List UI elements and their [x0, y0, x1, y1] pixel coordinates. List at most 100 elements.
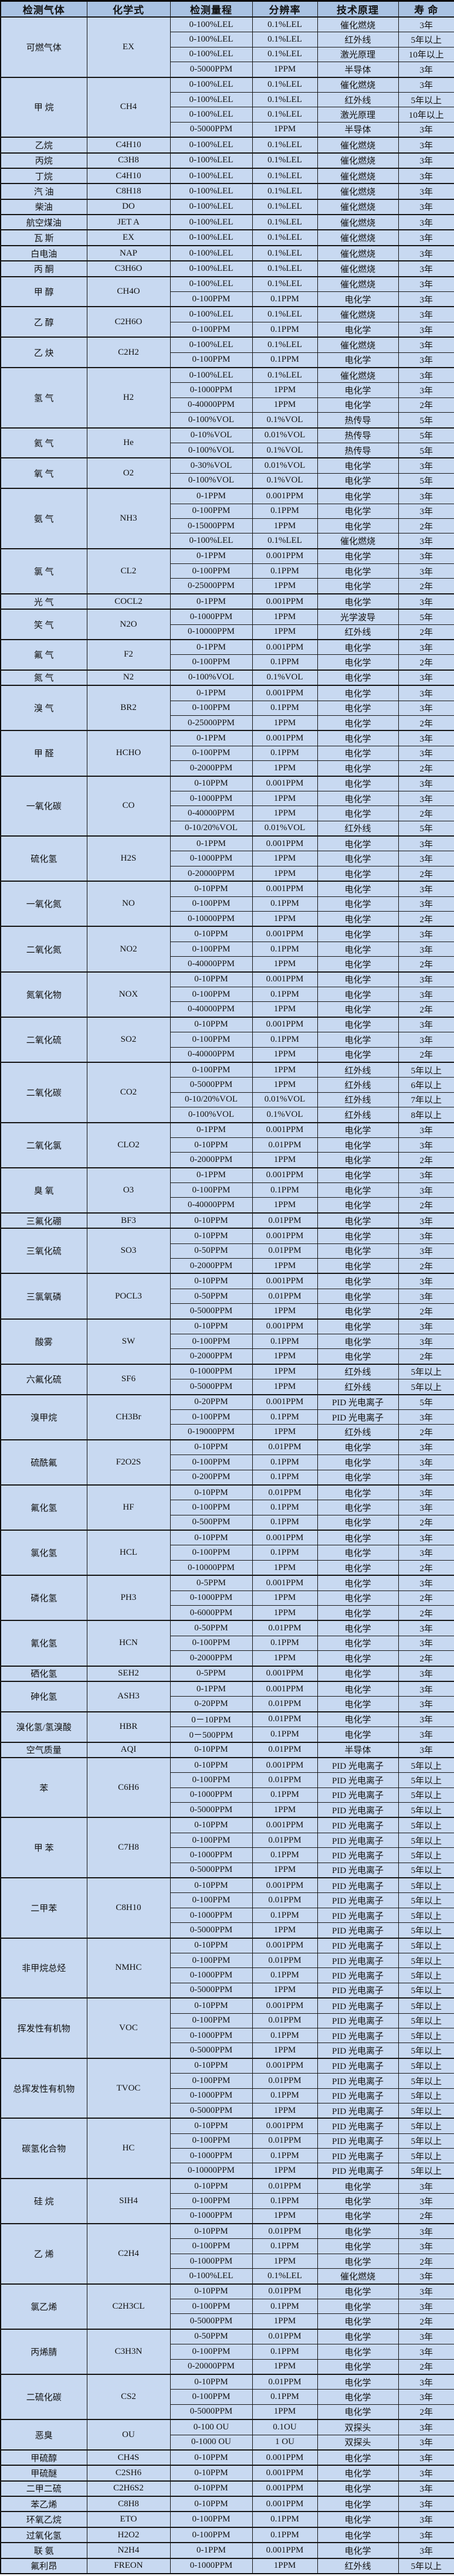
- lifespan-cell: 3年: [398, 986, 454, 1002]
- resolution-cell: 0.1PPM: [252, 2298, 318, 2315]
- lifespan-cell: 5年以上: [398, 1952, 454, 1969]
- range-cell: 0-100PPM: [170, 2073, 253, 2089]
- lifespan-cell: 8年以上: [398, 1107, 454, 1123]
- chemical-formula-cell: ETO: [86, 2511, 171, 2528]
- principle-cell: 电化学: [317, 563, 399, 579]
- lifespan-cell: 3年: [398, 1665, 454, 1682]
- gas-name-cell: 六氟化硫: [0, 1363, 87, 1395]
- gas-name-cell: 氧 气: [0, 457, 87, 489]
- range-cell: 0-5000PPM: [170, 121, 253, 138]
- lifespan-cell: 3年: [398, 851, 454, 866]
- col-header-principle: 技术原理: [317, 1, 399, 18]
- lifespan-cell: 3年: [398, 16, 454, 33]
- lifespan-cell: 3年: [398, 1696, 454, 1712]
- table-row: 二甲二硫 C2H6S2 0-10PPM 0.001PPM 电化学 3年: [0, 2480, 454, 2497]
- resolution-cell: 1PPM: [252, 2253, 318, 2269]
- resolution-cell: 0.01PPM: [252, 2223, 318, 2239]
- table-row: 0-100%VOL 0.1%VOL 热传导 5年: [1, 442, 454, 458]
- lifespan-cell: 2年: [398, 654, 454, 671]
- chemical-formula-cell: CH4S: [86, 2449, 171, 2466]
- principle-cell: 电化学: [317, 1212, 399, 1229]
- table-row: 白电油 NAP 0-100%LEL 0.1%LEL 催化燃烧 3年: [0, 244, 454, 261]
- table-row: 甲 苯 C7H8 0-10PPM 0.001PPM PID 光电离子 5年以上: [0, 1817, 454, 1878]
- resolution-cell: 1PPM: [252, 1061, 318, 1078]
- range-cell: 0-10/20%VOL: [170, 820, 253, 837]
- lifespan-cell: 2年: [398, 1197, 454, 1214]
- table-row: 0-2000PPM 1PPM 电化学 2年: [1, 1258, 454, 1274]
- gas-name-cell: 硒化氢: [0, 1665, 87, 1682]
- chemical-formula-cell: C2SH6: [86, 2465, 171, 2482]
- gas-name-cell: 空气质量: [0, 1741, 87, 1758]
- table-row: 0-100%VOL 0.1%VOL 电化学 5年: [1, 473, 454, 489]
- resolution-cell: 1PPM: [252, 1559, 318, 1576]
- resolution-cell: 0.1%LEL: [252, 276, 318, 293]
- principle-cell: 红外线: [317, 32, 399, 47]
- table-row: 氯 气 CL2 0-1PPM 0.001PPM 电化学 3年: [0, 548, 454, 594]
- chemical-formula-cell: C4H10: [86, 167, 171, 184]
- range-cell: 0-19000PPM: [170, 1424, 253, 1440]
- resolution-cell: 0.001PPM: [252, 1937, 318, 1953]
- range-cell: 0-1PPM: [170, 685, 253, 701]
- range-cell: 0-100PPM: [170, 1772, 253, 1788]
- table-row: 0-25000PPM 1PPM 电化学 2年: [1, 578, 454, 594]
- range-cell: 0-100PPM: [170, 2389, 253, 2405]
- gas-name-cell: 三氯氧磷: [0, 1273, 87, 1320]
- resolution-cell: 0.1PPM: [252, 2088, 318, 2103]
- range-cell: 0-10000PPM: [170, 1559, 253, 1576]
- lifespan-cell: 3年: [398, 835, 454, 852]
- principle-cell: 双探头: [317, 2419, 399, 2435]
- principle-cell: 电化学: [317, 1620, 399, 1636]
- resolution-cell: 1 OU: [252, 2434, 318, 2451]
- principle-cell: 电化学: [317, 1696, 399, 1712]
- range-cell: 0-1000PPM: [170, 790, 253, 807]
- range-cell: 0-1000PPM: [170, 2148, 253, 2164]
- resolution-cell: 0.001PPM: [252, 1665, 318, 1682]
- resolution-cell: 0.01PPM: [252, 2283, 318, 2299]
- range-cell: 0-100PPM: [170, 563, 253, 579]
- table-row: 0-100PPM 0.1PPM 电化学 3年: [1, 2389, 454, 2405]
- chemical-formula-cell: C4H10: [86, 137, 171, 154]
- table-row: 0-1000PPM 0.1PPM PID 光电离子 5年以上: [1, 1967, 454, 1983]
- table-row: 0-200PPM 0.1PPM 电化学 3年: [1, 1469, 454, 1486]
- resolution-cell: 1PPM: [252, 609, 318, 625]
- principle-cell: PID 光电离子: [317, 1937, 399, 1953]
- table-row: 0-10000PPM 1PPM 电化学 2年: [1, 911, 454, 927]
- lifespan-cell: 3年: [398, 152, 454, 169]
- gas-name-cell: 二氧化氯: [0, 1122, 87, 1168]
- gas-name-cell: 酸雾: [0, 1318, 87, 1365]
- principle-cell: PID 光电离子: [317, 2102, 399, 2119]
- resolution-cell: 1PPM: [252, 62, 318, 78]
- gas-name-cell: 氮 气: [0, 669, 87, 686]
- resolution-cell: 0.01%VOL: [252, 427, 318, 443]
- lifespan-cell: 2年: [398, 1348, 454, 1365]
- range-cell: 0-100%LEL: [170, 167, 253, 184]
- gas-name-cell: 溴化氢/氢溴酸: [0, 1711, 87, 1743]
- resolution-cell: 0.001PPM: [252, 1530, 318, 1546]
- chemical-formula-cell: CO2: [86, 1061, 171, 1123]
- lifespan-cell: 3年: [398, 2389, 454, 2405]
- table-row: 氯化氢 HCL 0-10PPM 0.001PPM 电化学 3年: [0, 1530, 454, 1576]
- resolution-cell: 0.1PPM: [252, 1409, 318, 1425]
- resolution-cell: 0.1%VOL: [252, 412, 318, 429]
- resolution-cell: 0.1%LEL: [252, 167, 318, 184]
- table-row: 0-100PPM 0.1PPM 电化学 3年: [1, 1454, 454, 1470]
- table-row: 0-1000PPM 1PPM 电化学 3年: [1, 790, 454, 807]
- principle-cell: 热传导: [317, 427, 399, 443]
- table-row: 0-100PPM 0.1PPM 电化学 3年: [1, 563, 454, 579]
- range-cell: 0-10PPM: [170, 2373, 253, 2390]
- lifespan-cell: 3年: [398, 896, 454, 912]
- range-cell: 0-6000PPM: [170, 1605, 253, 1621]
- principle-cell: 电化学: [317, 1228, 399, 1244]
- table-row: 挥发性有机物 VOC 0-10PPM 0.001PPM PID 光电离子 5年以上: [0, 1997, 454, 2059]
- resolution-cell: 0.1%LEL: [252, 2268, 318, 2285]
- range-cell: 0-100PPM: [170, 1832, 253, 1848]
- resolution-cell: 0.01PPM: [252, 2073, 318, 2089]
- range-cell: 0-100%VOL: [170, 473, 253, 489]
- resolution-cell: 0.001PPM: [252, 2118, 318, 2134]
- resolution-cell: 0.01PPM: [252, 2013, 318, 2028]
- range-cell: 0-10PPM: [170, 881, 253, 897]
- range-cell: 0-100PPM: [170, 2526, 253, 2543]
- table-row: 0-1000PPM 1PPM 电化学 2年: [1, 1590, 454, 1606]
- table-row: 溴 气 BR2 0-1PPM 0.001PPM 电化学 3年: [0, 685, 454, 731]
